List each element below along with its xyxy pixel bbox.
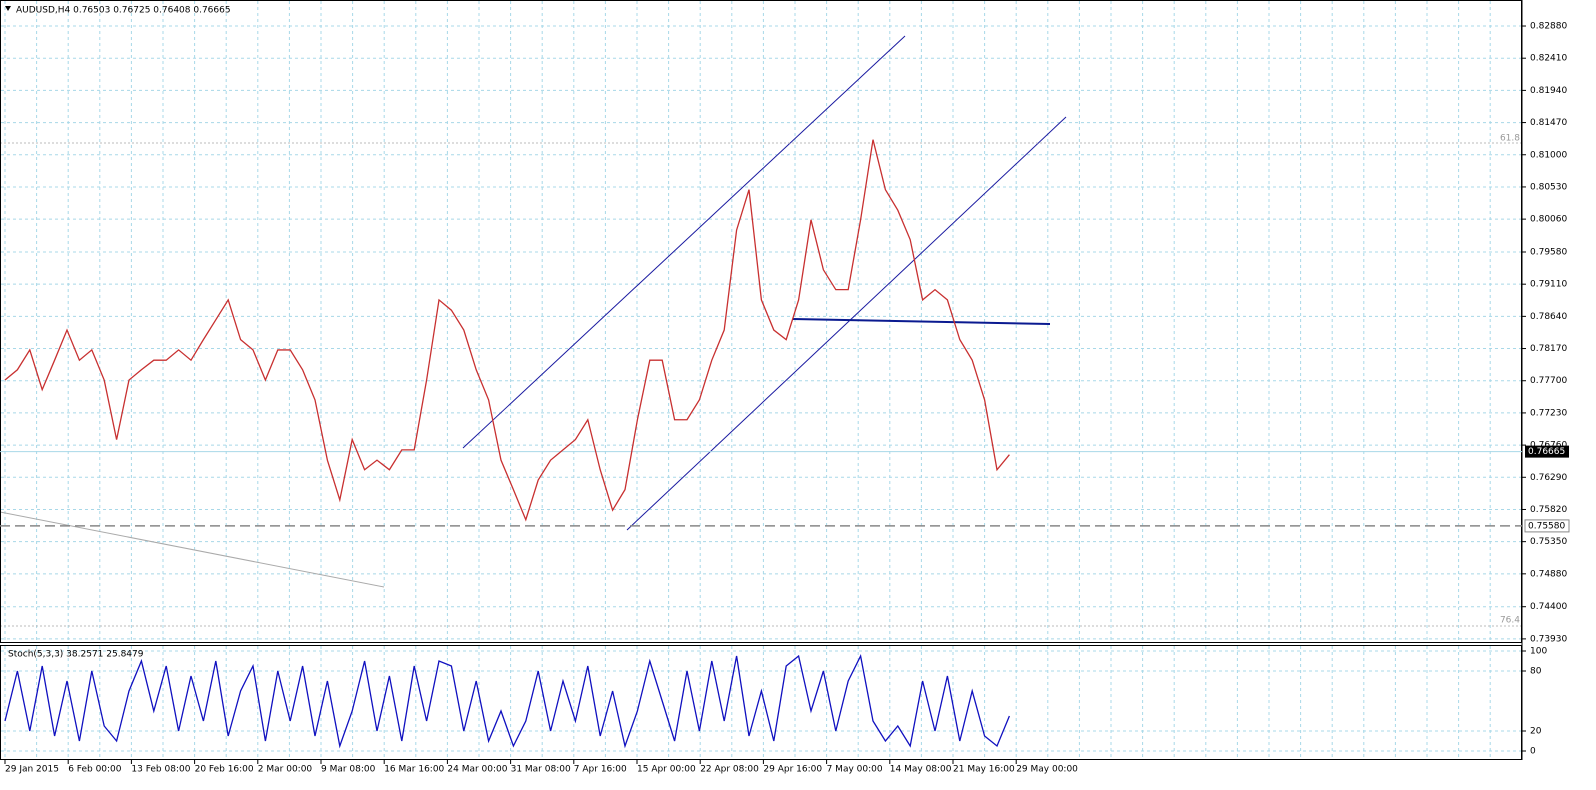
y-tick-label: 0.82880 [1530, 22, 1567, 32]
x-tick-label: 6 Feb 00:00 [68, 765, 122, 775]
y-tick-label: 0.79110 [1530, 280, 1567, 290]
y-tick-label: 0.75350 [1530, 537, 1567, 547]
y-tick-label: 0.78640 [1530, 312, 1567, 322]
x-tick-label: 15 Apr 00:00 [637, 765, 696, 775]
x-tick-label: 24 Mar 00:00 [447, 765, 507, 775]
y-tick-label: 0.75820 [1530, 505, 1567, 515]
y-tick-label: 80 [1530, 667, 1542, 677]
x-tick-label: 22 Apr 08:00 [700, 765, 759, 775]
chart-title: AUDUSD,H4 0.76503 0.76725 0.76408 0.7666… [16, 6, 231, 16]
indicator-title: Stoch(5,3,3) 38.2571 25.8479 [8, 650, 144, 660]
y-tick-label: 0.80530 [1530, 182, 1567, 192]
menu-arrow[interactable] [5, 6, 11, 11]
fib-label: 76.4 [1500, 616, 1520, 626]
y-tick-label: 0.81000 [1530, 150, 1567, 160]
channel-lower [626, 116, 1067, 531]
current-price-label: 0.76665 [1528, 447, 1565, 457]
y-tick-label: 0.74880 [1530, 569, 1567, 579]
indicator-panel [0, 645, 1522, 760]
series-line [4, 653, 1011, 749]
y-tick-label: 0.73930 [1530, 634, 1567, 644]
channel-upper [462, 35, 906, 449]
x-tick-label: 29 May 00:00 [1016, 765, 1078, 775]
y-tick-label: 0.74400 [1530, 602, 1567, 612]
y-tick-label: 20 [1530, 727, 1542, 737]
current-price-bg [1525, 445, 1569, 458]
x-tick-label: 20 Feb 16:00 [195, 765, 254, 775]
level-label: 0.75580 [1528, 521, 1565, 531]
y-tick-label: 0.80060 [1530, 215, 1567, 225]
y-tick-label: 0 [1530, 747, 1536, 757]
y-tick-label: 0.81470 [1530, 118, 1567, 128]
y-tick-label: 0.77700 [1530, 376, 1567, 386]
level-label-bg [1524, 519, 1570, 533]
x-tick-label: 7 Apr 16:00 [574, 765, 627, 775]
series-line [4, 139, 1010, 522]
x-tick-label: 14 May 08:00 [890, 765, 952, 775]
y-tick-label: 100 [1530, 647, 1547, 657]
y-tick-label: 0.82410 [1530, 54, 1567, 64]
x-tick-label: 29 Jan 2015 [5, 765, 59, 775]
x-tick-label: 13 Feb 08:00 [131, 765, 190, 775]
x-tick-label: 31 Mar 08:00 [511, 765, 571, 775]
fib-label: 61.8 [1500, 134, 1520, 144]
x-tick-label: 9 Mar 08:00 [321, 765, 376, 775]
y-tick-label: 0.79580 [1530, 247, 1567, 257]
y-tick-label: 0.78170 [1530, 344, 1567, 354]
x-tick-label: 2 Mar 00:00 [258, 765, 313, 775]
y-tick-label: 0.76760 [1530, 441, 1567, 451]
x-tick-label: 21 May 16:00 [953, 765, 1015, 775]
x-tick-label: 29 Apr 16:00 [763, 765, 822, 775]
y-tick-label: 0.81940 [1530, 86, 1567, 96]
main-panel [0, 0, 1522, 643]
x-tick-label: 16 Mar 16:00 [384, 765, 444, 775]
x-tick-label: 7 May 00:00 [827, 765, 883, 775]
y-tick-label: 0.76290 [1530, 473, 1567, 483]
trend-line [0, 511, 385, 588]
horizontal-level [792, 318, 1051, 325]
y-tick-label: 0.77230 [1530, 408, 1567, 418]
